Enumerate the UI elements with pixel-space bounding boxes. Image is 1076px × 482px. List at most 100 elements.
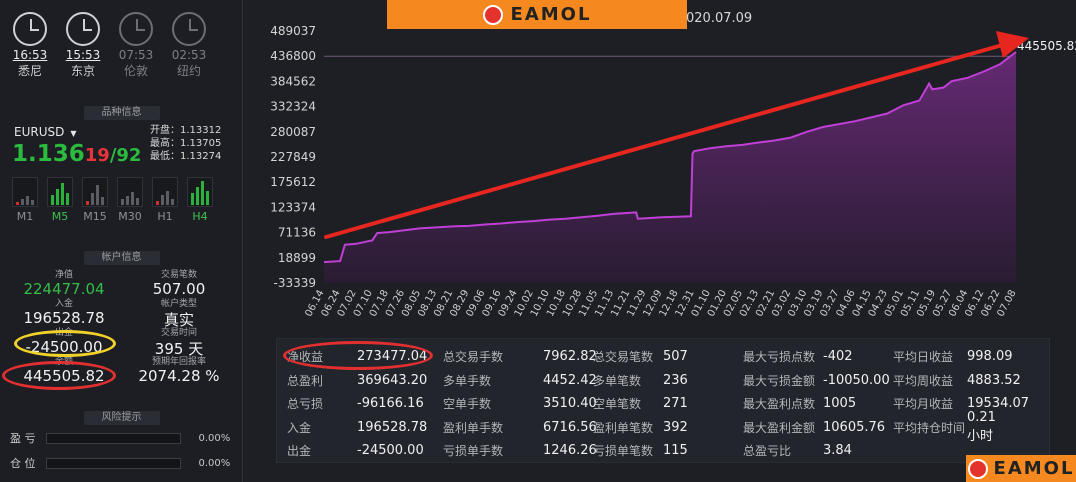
stat-value: 0.21小时 xyxy=(967,410,996,445)
y-tick-label: 71136 xyxy=(278,226,316,240)
brand-logo-icon xyxy=(967,458,988,479)
days-value: 395 天 xyxy=(154,340,204,358)
risk-bar xyxy=(45,432,181,444)
risk-label: 盈 亏 xyxy=(10,432,36,445)
y-tick-label: 332324 xyxy=(270,100,316,114)
annual-yield: 预期年回报率 2074.28 % xyxy=(124,354,234,385)
clock-time: 02:53 xyxy=(171,48,207,62)
clock-icon xyxy=(172,12,206,46)
stat-label: 空单手数 xyxy=(443,397,492,412)
tf-label: M15 xyxy=(83,210,107,223)
stat-row: 空单笔数 271 xyxy=(593,392,688,416)
stat-row: 总盈利 369643.20 xyxy=(287,369,427,393)
stat-row: 出金 -24500.00 xyxy=(287,439,424,463)
tf-m1[interactable]: M1 xyxy=(12,177,38,223)
section-title: 品种信息 xyxy=(83,106,160,120)
deposit-label: 入金 xyxy=(54,299,73,309)
stat-label: 总交易手数 xyxy=(443,350,504,365)
high-price: 最高：1.13705 xyxy=(150,138,222,149)
deposit-value: 196528.78 xyxy=(23,309,105,327)
tf-h1[interactable]: H1 xyxy=(152,177,178,223)
stat-label: 多单手数 xyxy=(443,373,492,388)
tf-h4[interactable]: H4 xyxy=(187,177,213,223)
price-separator: / xyxy=(109,145,117,166)
stat-label: 平均周收益 xyxy=(893,373,954,388)
y-tick-label: -33339 xyxy=(273,276,316,290)
tf-label: H1 xyxy=(157,210,173,223)
y-tick-label: 227849 xyxy=(270,150,316,164)
clock-icon xyxy=(66,12,100,46)
deposit: 入金 196528.78 xyxy=(14,296,114,327)
equity-chart: 489037 436800 384562 332324 280087 227849 1756… xyxy=(270,24,1076,319)
stat-row: 最大亏损点数 -402 xyxy=(743,345,853,369)
stat-value: -96166.16 xyxy=(357,396,424,412)
stat-row: 平均持仓时间 0.21小时 xyxy=(893,410,996,444)
last-value-label: 445505.82 xyxy=(1017,39,1076,53)
stat-value: 19534.07 xyxy=(967,396,1030,412)
stat-row: 总盈亏比 3.84 xyxy=(743,439,852,463)
balance-label: 余额 xyxy=(54,357,73,367)
timeframe-strength: M1 M5 M15 M30 H1 H4 xyxy=(12,177,213,223)
stat-label: 平均日收益 xyxy=(893,350,954,365)
stat-value: 3510.40 xyxy=(543,396,597,412)
y-tick-label: 436800 xyxy=(270,49,316,63)
stat-row: 盈利单手数 6716.56 xyxy=(443,416,597,440)
section-header-risk: 风险提示 xyxy=(0,405,243,425)
account-type: 帐户类型 真实 xyxy=(124,296,234,330)
brand-logo-icon xyxy=(482,4,503,25)
brand-text: EAMOL xyxy=(993,458,1075,479)
brand-banner-top: EAMOL xyxy=(387,0,687,29)
stat-row: 亏损单笔数 115 xyxy=(593,439,688,463)
stat-label: 入金 xyxy=(287,420,312,435)
stat-label: 总亏损 xyxy=(287,397,324,412)
trades-label: 交易笔数 xyxy=(160,270,197,280)
risk-value: 0.00% xyxy=(198,432,231,444)
stat-label: 最大亏损金额 xyxy=(743,373,816,388)
stat-value: 3.84 xyxy=(823,443,852,459)
y-tick-label: 175612 xyxy=(270,175,316,189)
stat-label: 盈利单手数 xyxy=(443,420,504,435)
current-price: 1.13619/92 xyxy=(12,141,141,167)
stat-value: 392 xyxy=(663,419,688,435)
withdrawal: 出金 -24500.00 xyxy=(14,325,114,356)
stat-row: 平均周收益 4883.52 xyxy=(893,369,1021,393)
stat-value: 6716.56 xyxy=(543,419,597,435)
stat-label: 多单笔数 xyxy=(593,373,642,388)
stat-value: 507 xyxy=(663,349,688,365)
tf-m5[interactable]: M5 xyxy=(47,177,73,223)
chart-date: 020.07.09 xyxy=(686,11,753,26)
tf-m15[interactable]: M15 xyxy=(82,177,108,223)
stat-value: 236 xyxy=(663,372,688,388)
clock-time: 16:53 xyxy=(12,48,48,62)
stat-value: 369643.20 xyxy=(357,372,428,388)
clock-city: 悉尼 xyxy=(17,64,42,78)
clock-london: 07:53 伦敦 xyxy=(118,12,154,79)
trend-arrow-line xyxy=(324,42,1008,239)
open-price: 开盘：1.13312 xyxy=(150,125,222,136)
symbol-selector[interactable]: EURUSD ▼ xyxy=(14,125,77,139)
stat-value: 115 xyxy=(663,443,688,459)
tf-label: M5 xyxy=(51,210,69,223)
stat-row: 多单笔数 236 xyxy=(593,369,688,393)
stat-row: 平均月收益 19534.07 xyxy=(893,392,1029,416)
stat-label: 最大盈利点数 xyxy=(743,397,816,412)
stat-value: 998.09 xyxy=(967,349,1013,365)
stat-value: -24500.00 xyxy=(357,443,424,459)
tf-m30[interactable]: M30 xyxy=(117,177,143,223)
type-value: 真实 xyxy=(163,311,194,329)
stat-row: 多单手数 4452.42 xyxy=(443,369,597,393)
risk-pnl: 盈 亏 0.00% xyxy=(10,430,230,446)
withdraw-label: 出金 xyxy=(54,328,73,338)
tf-label: H4 xyxy=(192,210,208,223)
section-header-quote: 品种信息 xyxy=(0,100,243,120)
stat-label: 总交易笔数 xyxy=(593,350,654,365)
stat-label: 总盈利 xyxy=(287,373,324,388)
stat-row: 亏损单手数 1246.26 xyxy=(443,439,597,463)
y-tick-label: 18899 xyxy=(278,251,316,265)
stat-row: 最大盈利金额 10605.76 xyxy=(743,416,885,440)
days-label: 交易时间 xyxy=(160,328,197,338)
clock-tokyo: 15:53 东京 xyxy=(65,12,101,79)
tf-label: M30 xyxy=(118,210,142,223)
balance: 余额 445505.82 xyxy=(14,354,114,385)
clock-time: 15:53 xyxy=(65,48,101,62)
